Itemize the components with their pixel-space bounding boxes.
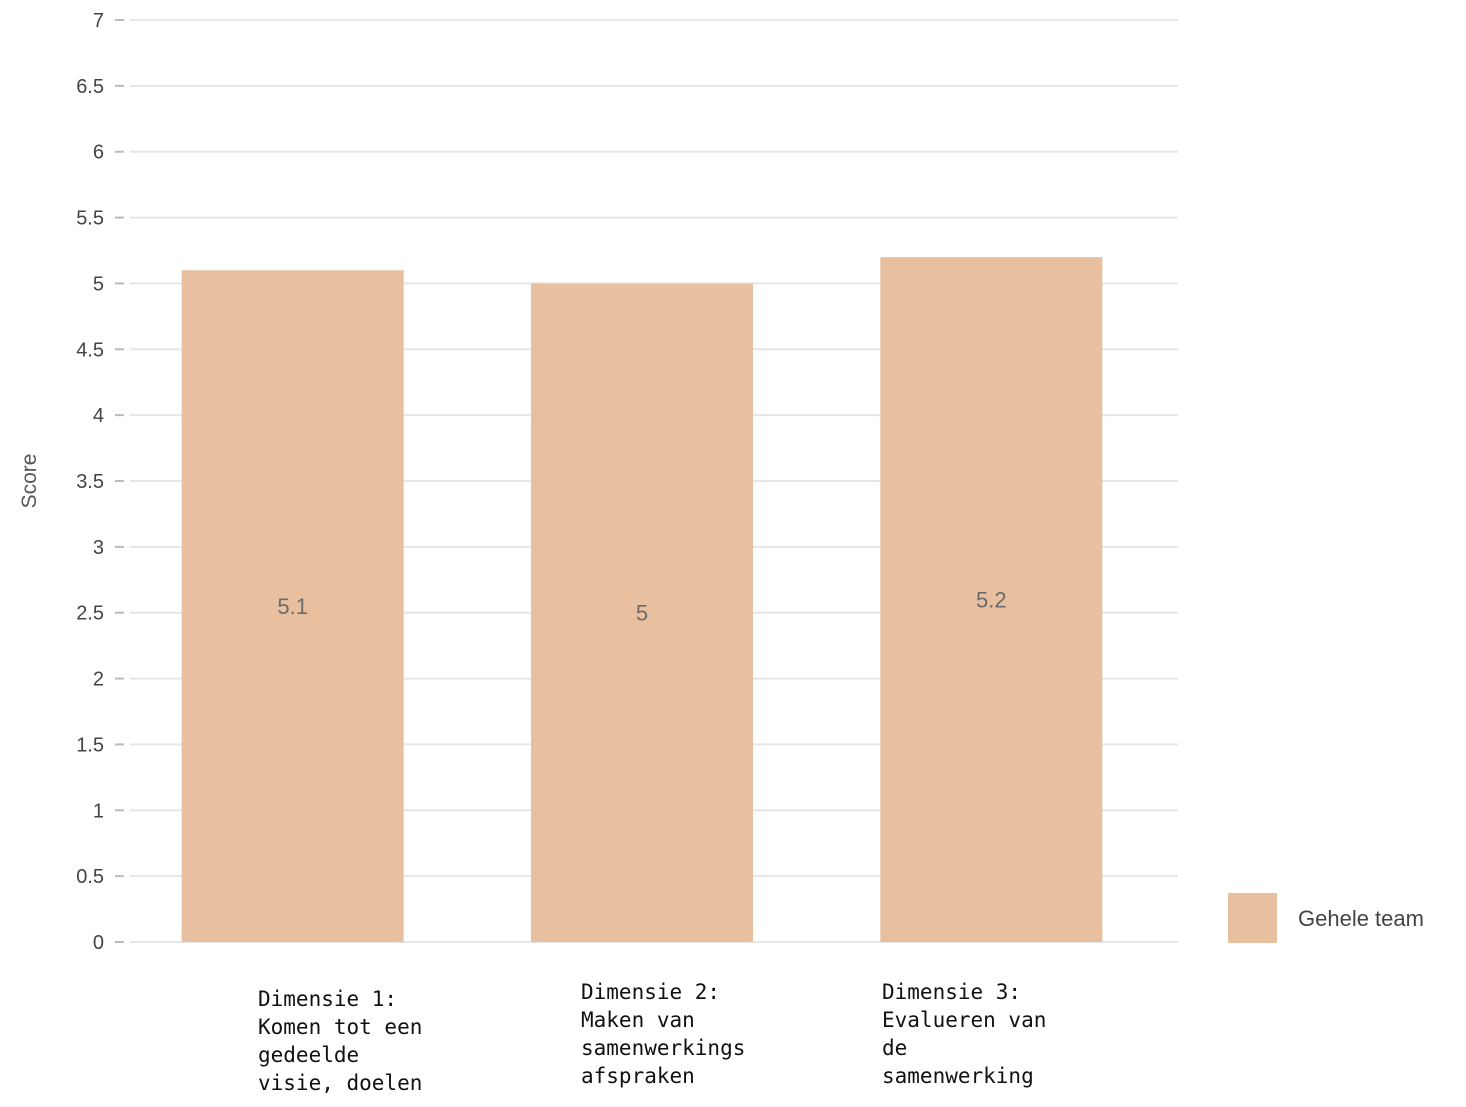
bar-2 <box>531 283 753 942</box>
x-category-label-1: visie, doelen <box>258 1071 422 1095</box>
bar-1 <box>181 270 404 942</box>
bar-3 <box>880 257 1103 943</box>
data-label-2: 5 <box>636 601 648 626</box>
x-axis-categories: Dimensie 1: Komen tot een gedeelde visie, d… <box>258 980 1046 1095</box>
x-category-label-2: samenwerkings <box>581 1036 745 1060</box>
x-category-label-2: afspraken <box>581 1064 695 1088</box>
data-label-1: 5.1 <box>277 594 308 619</box>
y-tick-label: 7 <box>93 10 104 32</box>
x-category-label-3: de <box>882 1036 907 1060</box>
y-tick-label: 1.5 <box>76 734 104 756</box>
y-tick-label: 2.5 <box>76 603 104 625</box>
x-category-label-1: Dimensie 1: <box>258 987 397 1011</box>
legend: Gehele team <box>1228 893 1424 943</box>
data-labels: 5.1 5 5.2 <box>277 588 1006 626</box>
y-tick-label: 4 <box>93 405 104 427</box>
y-tick-label: 5 <box>93 273 104 295</box>
y-tick-label: 5.5 <box>76 208 104 230</box>
data-label-3: 5.2 <box>976 588 1007 613</box>
y-tick-label: 0 <box>93 932 104 954</box>
y-axis-title: Score <box>18 454 41 509</box>
y-tick-label: 0.5 <box>76 866 104 888</box>
y-tick-label: 3.5 <box>76 471 104 493</box>
y-axis-ticks: 0 0.5 1 1.5 2 2.5 3 3.5 4 4.5 5 5.5 6 6.5 7 <box>76 10 124 954</box>
y-tick-label: 2 <box>93 669 104 691</box>
legend-label-gehele-team: Gehele team <box>1298 906 1424 931</box>
y-tick-label: 1 <box>93 800 104 822</box>
y-tick-label: 6 <box>93 142 104 164</box>
x-category-label-3: Dimensie 3: <box>882 980 1021 1004</box>
x-category-label-1: Komen tot een <box>258 1015 422 1039</box>
x-category-label-3: samenwerking <box>882 1064 1034 1088</box>
y-tick-label: 4.5 <box>76 339 104 361</box>
x-category-label-3: Evalueren van <box>882 1008 1046 1032</box>
x-category-label-2: Maken van <box>581 1008 695 1032</box>
y-tick-label: 6.5 <box>76 76 104 98</box>
bars <box>181 257 1103 943</box>
x-category-label-1: gedeelde <box>258 1043 359 1067</box>
x-category-label-2: Dimensie 2: <box>581 980 720 1004</box>
legend-swatch-gehele-team <box>1228 893 1277 943</box>
y-tick-label: 3 <box>93 537 104 559</box>
